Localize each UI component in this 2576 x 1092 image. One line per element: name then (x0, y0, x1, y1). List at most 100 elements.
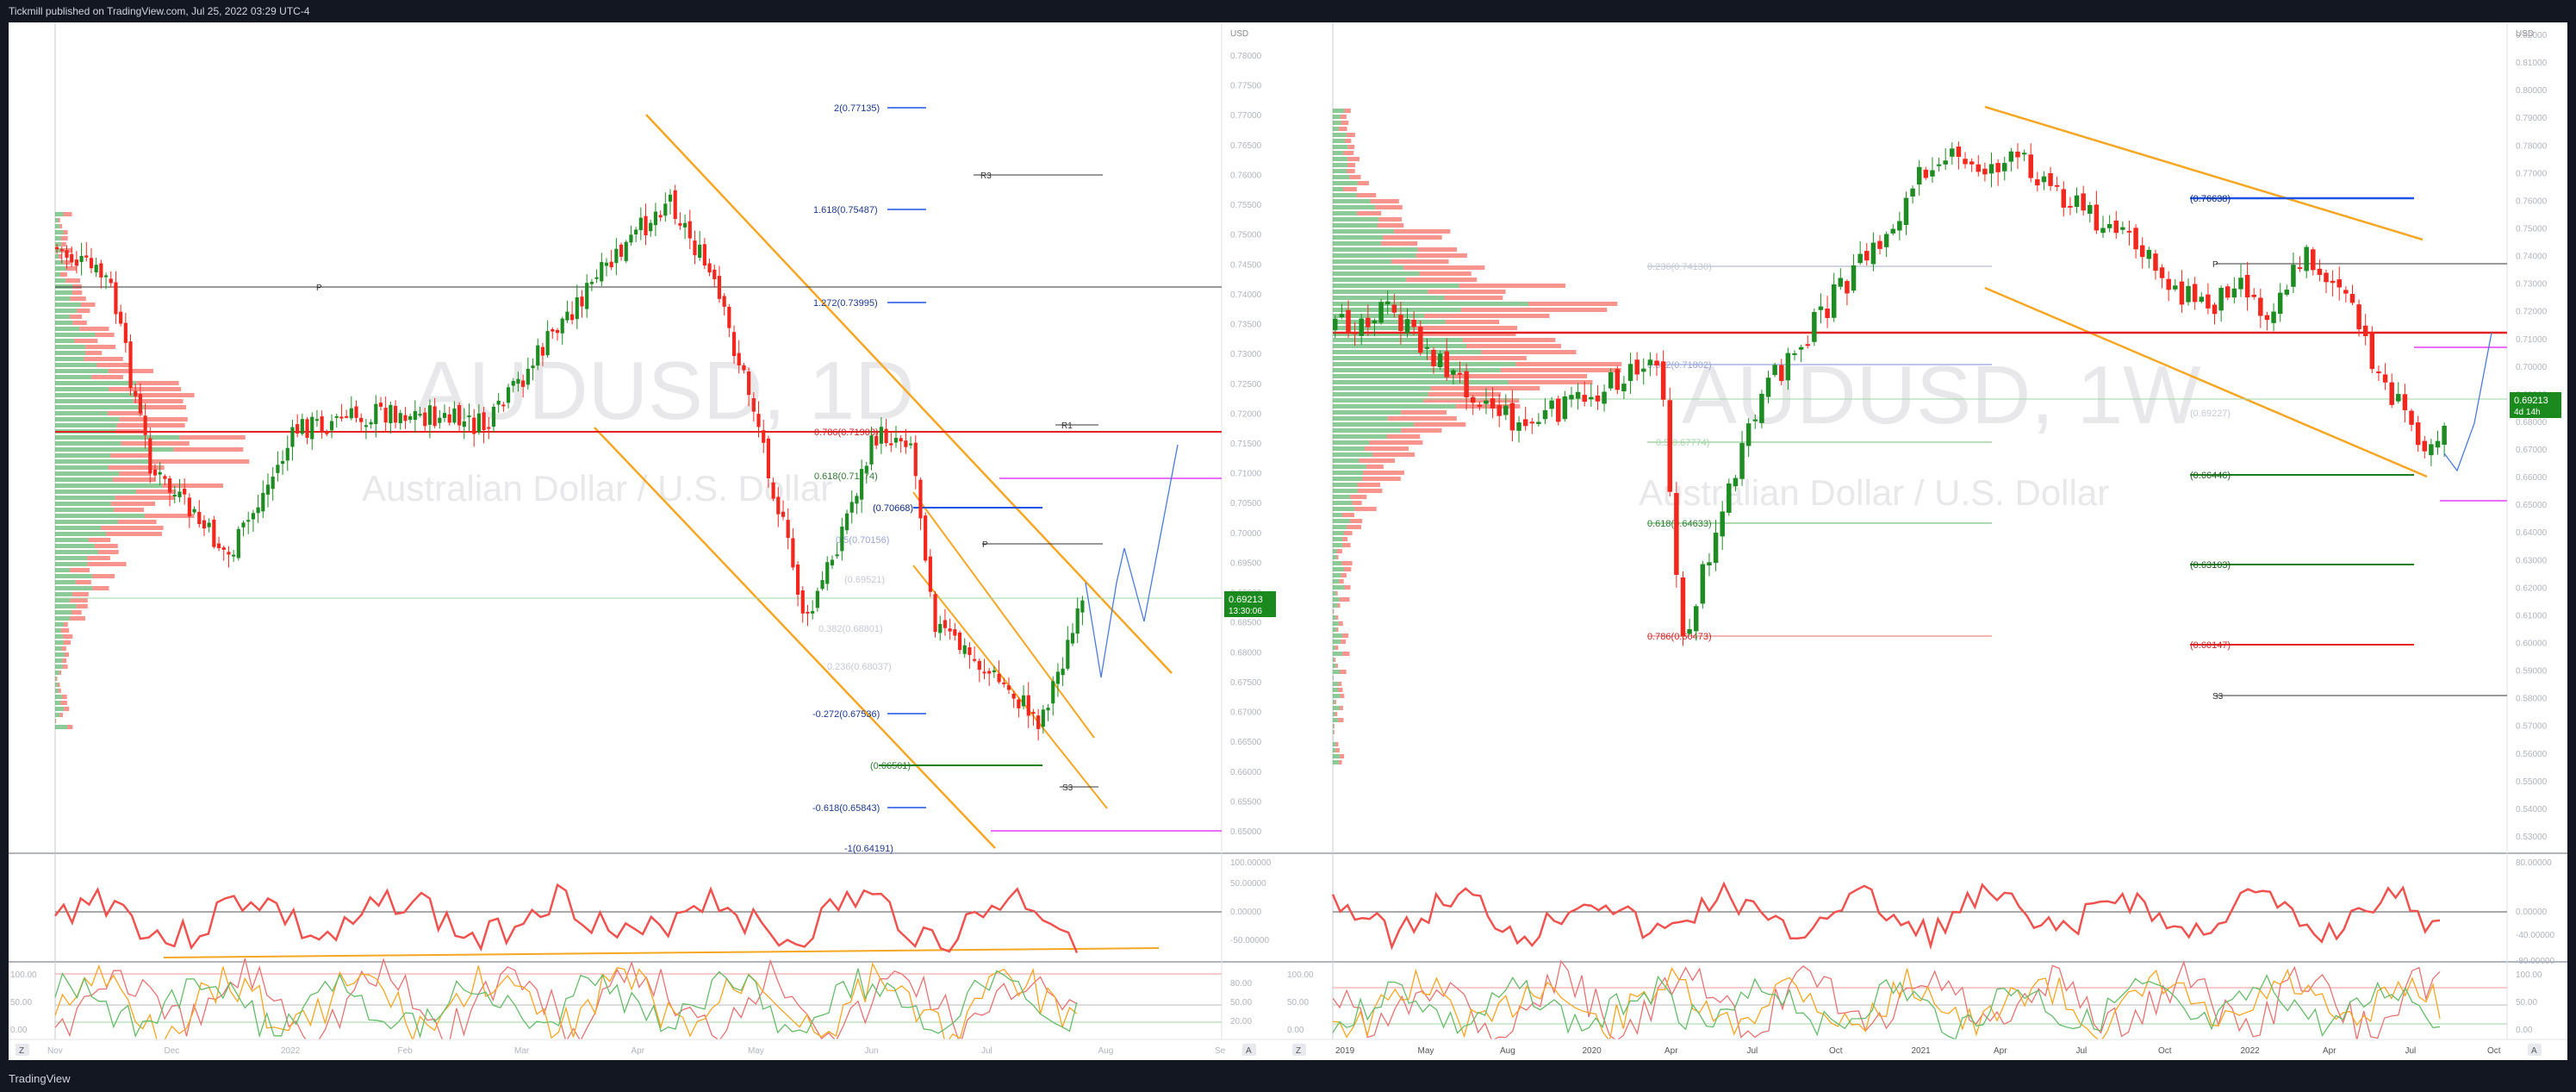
zoom-icon: Z (19, 1046, 24, 1056)
time-tick: Feb (398, 1046, 414, 1056)
auto-scale-toggle[interactable] (2528, 1044, 2542, 1056)
price-tick: 0.68000 (1230, 648, 1262, 658)
price-tick: 0.70000 (1230, 529, 1262, 539)
projection-path (2443, 332, 2492, 472)
fib-label: (0.69227) (2190, 409, 2231, 419)
price-tick: 0.67000 (2516, 446, 2548, 455)
price-tick: 0.72500 (1230, 380, 1262, 390)
auto-icon: A (1246, 1046, 1252, 1056)
price-tick: 0.63000 (2516, 556, 2548, 565)
price-tick: 0.70000 (2516, 363, 2548, 372)
fib-label: (0.76638) (2190, 194, 2231, 204)
time-tick: Apr (2323, 1046, 2336, 1056)
price-tick: 0.66000 (2516, 473, 2548, 483)
time-tick: Jul (1747, 1046, 1758, 1056)
rsi-tick: 50.00000 (1230, 879, 1266, 889)
log-scale-toggle[interactable] (16, 1044, 29, 1056)
price-tick: 0.61000 (2516, 611, 2548, 621)
fib-label: -0.618(0.65843) (812, 803, 880, 814)
price-tick: 0.69500 (1230, 558, 1262, 568)
left-chart-panel[interactable]: AUDUSD, 1D Australian Dollar / U.S. Doll… (9, 22, 1285, 1060)
tradingview-logo[interactable]: TradingView (9, 1072, 71, 1085)
stoch-tick: 50.00 (1230, 998, 1252, 1008)
time-tick: Apr (1664, 1046, 1678, 1056)
fib-label: 2(0.77135) (834, 103, 880, 114)
price-tick: 0.60000 (2516, 640, 2548, 649)
stoch-tick: 0.00 (2516, 1026, 2533, 1035)
price-tick: 0.75500 (1230, 201, 1262, 210)
fib-label: 1.272(0.73995) (813, 298, 878, 309)
price-tick: 0.77500 (1230, 82, 1262, 91)
stoch-tick: 100.00 (2516, 970, 2542, 980)
time-tick: 2022 (281, 1046, 301, 1056)
currency-label: USD (1230, 29, 1248, 39)
left-candles (55, 184, 1085, 740)
left-chart-svg[interactable]: AUDUSD, 1D Australian Dollar / U.S. Doll… (9, 22, 1285, 1060)
price-tick: 0.58000 (2516, 695, 2548, 704)
time-tick: Oct (1829, 1046, 1843, 1056)
right-chart-svg[interactable]: AUDUSD, 1W Australian Dollar / U.S. Doll… (1285, 22, 2567, 1060)
stoch-tick: 0.00 (1287, 1026, 1304, 1035)
left-time-axis[interactable]: Nov Dec 2022 Feb Mar Apr May Jun Jul Aug Se (47, 1046, 1226, 1056)
pivot-label: R1 (1061, 421, 1073, 431)
fib-label: 0.382(0.68801) (818, 624, 883, 634)
time-tick: Aug (1098, 1046, 1114, 1056)
price-tick: 0.82000 (2516, 31, 2548, 41)
time-tick: Se (1215, 1046, 1226, 1056)
fib-label: (0.69521) (844, 575, 885, 585)
stoch-tick: 100.00 (1287, 970, 1314, 980)
stoch-tick: 80.00 (1230, 979, 1252, 989)
price-tick: 0.76000 (2516, 197, 2548, 206)
pivot-label: P (2212, 260, 2218, 270)
price-tick: 0.80000 (2516, 86, 2548, 96)
stoch-tick: 0.00 (10, 1026, 28, 1035)
pivot-label: P (982, 540, 988, 550)
time-tick: Mar (514, 1046, 530, 1056)
time-tick: Aug (1500, 1046, 1515, 1056)
right-chart-panel[interactable]: AUDUSD, 1W Australian Dollar / U.S. Doll… (1285, 22, 2567, 1060)
price-tick: 0.68500 (1230, 619, 1262, 628)
fib-label: (0.60147) (2190, 640, 2231, 651)
footer-bar: TradingView (0, 1065, 2576, 1092)
price-tick: 0.56000 (2516, 750, 2548, 759)
price-tick: 0.54000 (2516, 805, 2548, 814)
left-price-countdown: 13:30:06 (1229, 607, 1262, 616)
price-tick: 0.67000 (1230, 708, 1262, 718)
inner-channel-upper (912, 491, 1095, 739)
rsi-tick: 80.00000 (2516, 858, 2552, 868)
price-tick: 0.79000 (2516, 114, 2548, 123)
pivot-label: S3 (2212, 692, 2224, 702)
right-time-axis[interactable]: 2019 May Aug 2020 Apr Jul Oct 2021 Apr Jul Oct 2022… (1335, 1046, 2501, 1056)
zoom-icon: Z (1296, 1046, 1301, 1056)
price-tick: 0.70500 (1230, 499, 1262, 509)
stoch-tick: 50.00 (2516, 998, 2537, 1008)
auto-scale-toggle[interactable] (1242, 1044, 1256, 1056)
rsi-tick: -40.00000 (2516, 931, 2554, 940)
projection-path (1085, 444, 1179, 678)
auto-icon: A (2531, 1046, 2537, 1056)
price-tick: 0.66500 (1230, 738, 1262, 747)
price-tick: 0.71000 (2516, 335, 2548, 345)
fib-label: 0.236(0.74130) (1647, 262, 1712, 272)
price-tick: 0.72000 (2516, 308, 2548, 317)
price-tick: 0.71500 (1230, 440, 1262, 449)
time-tick: Dec (165, 1046, 180, 1056)
price-tick: 0.81000 (2516, 59, 2548, 68)
left-watermark-name: Australian Dollar / U.S. Dollar (362, 468, 832, 509)
left-price-tag (1224, 591, 1276, 617)
price-tick: 0.71000 (1230, 470, 1262, 479)
time-tick: 2021 (1912, 1046, 1932, 1056)
fib-label: (0.66446) (2190, 471, 2231, 481)
price-tick: 0.74500 (1230, 260, 1262, 270)
price-tick: 0.73000 (2516, 280, 2548, 290)
time-tick: 2020 (1583, 1046, 1602, 1056)
pivot-label: P (316, 284, 322, 293)
price-tick: 0.78000 (1230, 52, 1262, 61)
log-scale-toggle[interactable] (1292, 1044, 1306, 1056)
fib-label: 0.5(0.70156) (836, 535, 889, 546)
price-tick: 0.75000 (1230, 231, 1262, 240)
stoch-tick: 50.00 (1287, 998, 1309, 1008)
price-tick: 0.77000 (1230, 111, 1262, 121)
rsi-tick: 0.00000 (1230, 908, 1262, 917)
price-tick: 0.53000 (2516, 833, 2548, 842)
